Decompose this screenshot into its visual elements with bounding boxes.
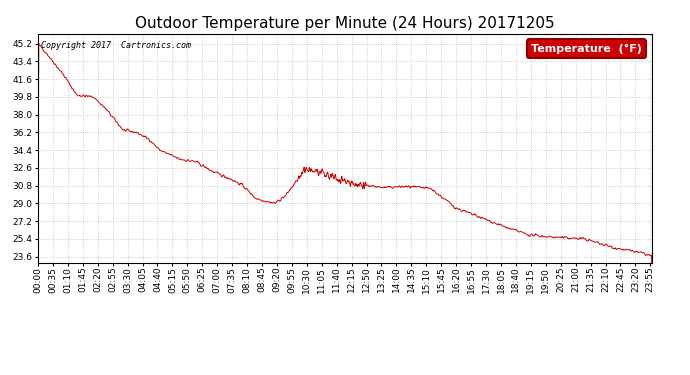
Temperature  (°F) — [441, 197, 449, 201]
Temperature  (°F) — [171, 155, 179, 159]
Legend: Temperature  (°F): Temperature (°F) — [526, 39, 647, 58]
Text: Copyright 2017  Cartronics.com: Copyright 2017 Cartronics.com — [41, 40, 191, 50]
Temperature  (°F) — [34, 339, 42, 343]
Temperature  (°F) — [521, 231, 529, 236]
Temperature  (°F) — [648, 292, 656, 297]
Temperature  (°F) — [156, 148, 164, 153]
Temperature  (°F) — [575, 236, 584, 241]
Temperature  (°F) — [239, 185, 248, 189]
Temperature  (°F) — [34, 42, 43, 46]
Line: Temperature  (°F): Temperature (°F) — [38, 44, 652, 341]
Title: Outdoor Temperature per Minute (24 Hours) 20171205: Outdoor Temperature per Minute (24 Hours… — [135, 16, 555, 31]
